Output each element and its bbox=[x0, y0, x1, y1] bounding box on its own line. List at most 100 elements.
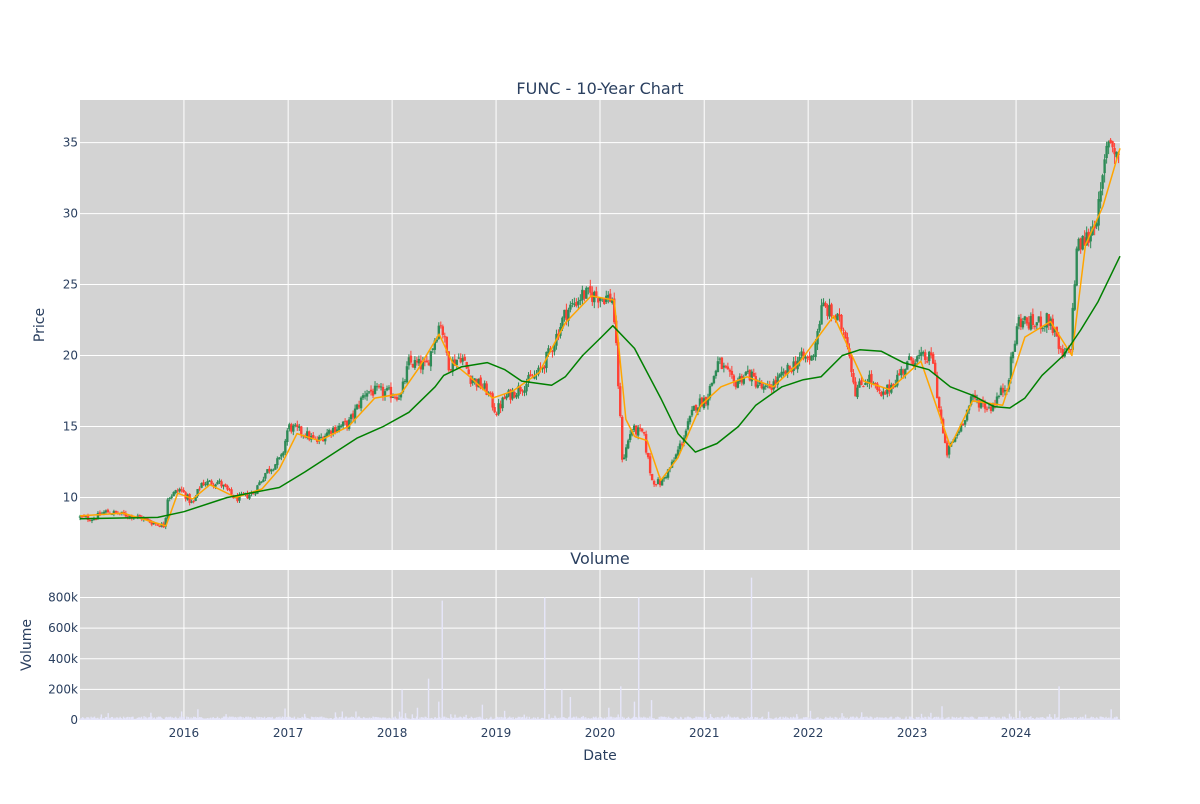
volume-bar bbox=[1066, 718, 1068, 720]
volume-bar bbox=[1031, 719, 1033, 720]
candlestick bbox=[716, 356, 720, 373]
volume-bar bbox=[244, 718, 246, 720]
candlestick-body bbox=[902, 370, 905, 374]
volume-bar bbox=[219, 718, 221, 720]
candlestick-body bbox=[644, 434, 648, 453]
candlestick-body bbox=[1071, 307, 1074, 350]
volume-bar bbox=[312, 717, 314, 720]
volume-bar bbox=[328, 718, 331, 720]
volume-bar bbox=[147, 717, 150, 720]
volume-bar bbox=[1096, 718, 1099, 720]
volume-bar bbox=[1070, 717, 1072, 720]
candlestick-body bbox=[222, 484, 225, 487]
candlestick bbox=[862, 385, 865, 388]
volume-bar bbox=[588, 718, 590, 720]
volume-bar bbox=[919, 719, 921, 720]
volume-bar bbox=[1000, 718, 1002, 720]
volume-bar bbox=[1010, 716, 1012, 720]
volume-bar bbox=[972, 717, 975, 720]
candlestick bbox=[888, 379, 891, 397]
volume-bar bbox=[136, 717, 138, 720]
volume-bar bbox=[680, 717, 683, 720]
volume-bar bbox=[866, 716, 868, 720]
volume-bar bbox=[655, 719, 658, 720]
volume-bar bbox=[477, 716, 479, 720]
volume-bar bbox=[139, 718, 142, 720]
volume-bar bbox=[1026, 718, 1029, 720]
volume-bar bbox=[641, 717, 643, 720]
volume-bar bbox=[515, 718, 518, 720]
volume-bar bbox=[961, 718, 964, 720]
candlestick-body bbox=[571, 302, 574, 304]
volume-bar bbox=[1036, 717, 1038, 720]
candlestick-body bbox=[726, 366, 730, 370]
volume-bar bbox=[1068, 717, 1071, 720]
volume-bar bbox=[974, 718, 977, 720]
volume-bar bbox=[292, 717, 294, 720]
volume-bar bbox=[740, 719, 742, 720]
volume-bar bbox=[454, 714, 456, 720]
volume-bar bbox=[878, 719, 880, 720]
candlestick bbox=[906, 360, 909, 370]
volume-bar bbox=[721, 716, 724, 720]
candlestick-body bbox=[997, 395, 1001, 397]
candlestick bbox=[405, 361, 409, 384]
volume-bar bbox=[678, 718, 680, 720]
volume-bar bbox=[723, 717, 725, 720]
candlestick-body bbox=[918, 355, 921, 357]
candlestick-body bbox=[904, 369, 907, 376]
volume-bar bbox=[516, 717, 519, 720]
volume-bar bbox=[127, 716, 129, 720]
volume-bar bbox=[245, 716, 247, 720]
volume-bar bbox=[447, 717, 449, 720]
volume-bar bbox=[1003, 716, 1006, 720]
volume-bar bbox=[737, 718, 740, 720]
volume-bar bbox=[639, 718, 642, 720]
volume-bar bbox=[820, 719, 823, 720]
candlestick-body bbox=[82, 515, 86, 517]
candlestick bbox=[563, 309, 566, 322]
volume-bar bbox=[705, 716, 707, 720]
candlestick bbox=[650, 473, 654, 481]
candlestick bbox=[884, 389, 887, 395]
volume-bar bbox=[982, 718, 984, 720]
candlestick-body bbox=[130, 515, 134, 519]
volume-bar bbox=[311, 716, 314, 720]
volume-bar bbox=[263, 716, 266, 720]
volume-bar bbox=[851, 716, 854, 720]
candlestick bbox=[1105, 141, 1108, 164]
candlestick bbox=[776, 372, 779, 389]
volume-bar bbox=[172, 717, 174, 720]
volume-bar bbox=[497, 716, 499, 720]
candlestick-body bbox=[756, 384, 759, 388]
volume-bar bbox=[372, 716, 374, 720]
volume-bar bbox=[786, 717, 789, 720]
candlestick-body bbox=[959, 424, 963, 432]
candlestick bbox=[686, 418, 690, 431]
volume-bar bbox=[931, 718, 933, 720]
candlestick-body bbox=[870, 373, 873, 383]
volume-bar bbox=[715, 718, 718, 720]
volume-bar bbox=[737, 716, 739, 720]
volume-bar bbox=[718, 719, 720, 720]
volume-bar bbox=[939, 719, 942, 720]
volume-bar bbox=[1046, 716, 1048, 720]
candlestick bbox=[720, 356, 724, 370]
candlestick-body bbox=[724, 365, 728, 368]
volume-bar bbox=[580, 716, 583, 720]
candlestick bbox=[292, 423, 295, 436]
candlestick-body bbox=[762, 386, 765, 390]
candlestick-body bbox=[650, 473, 654, 481]
candlestick-body bbox=[906, 361, 909, 370]
candlestick-body bbox=[621, 416, 624, 460]
volume-bar bbox=[921, 717, 924, 720]
candlestick-body bbox=[425, 360, 429, 363]
volume-bar bbox=[624, 719, 626, 720]
volume-bar bbox=[525, 717, 527, 720]
candlestick bbox=[583, 289, 586, 302]
volume-bar bbox=[242, 717, 244, 720]
volume-bar bbox=[908, 716, 911, 720]
volume-bar bbox=[418, 719, 420, 720]
volume-bar bbox=[292, 718, 295, 720]
candlestick-body bbox=[912, 360, 915, 365]
